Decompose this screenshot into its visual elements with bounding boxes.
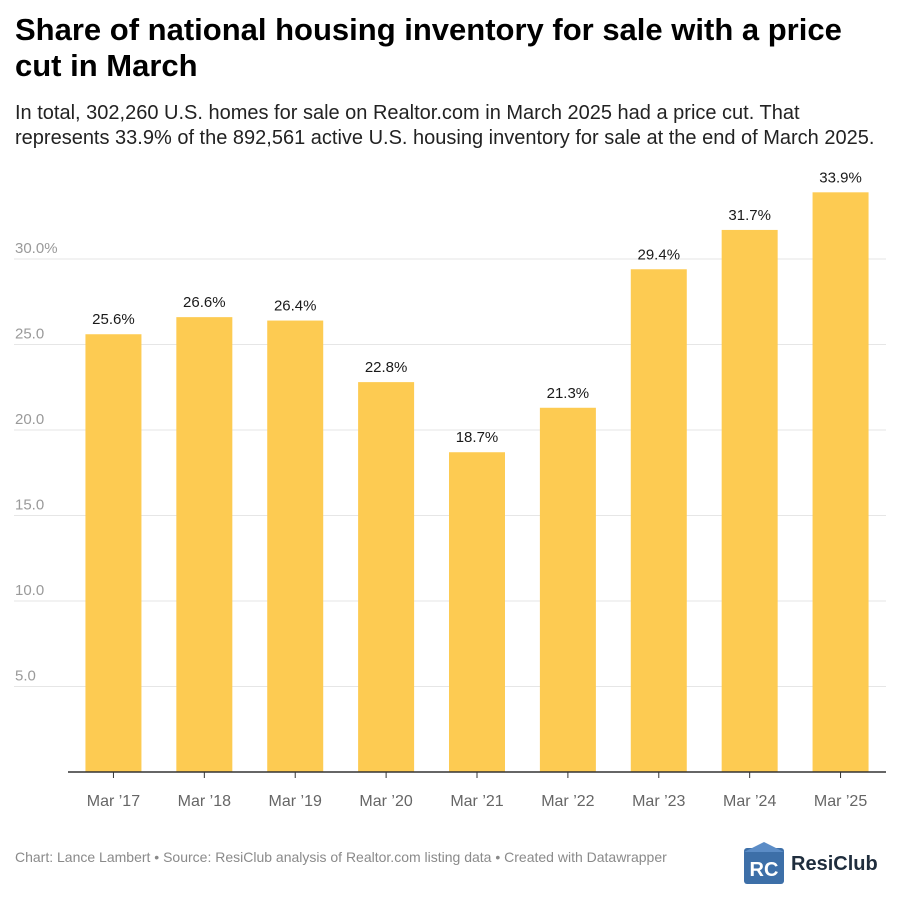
y-tick-label: 20.0 <box>15 411 44 428</box>
x-tick-label: Mar ’23 <box>632 793 685 810</box>
y-tick-label: 5.0 <box>15 668 36 685</box>
bar-value-label: 29.4% <box>638 246 681 263</box>
logo-mark-text: RC <box>750 859 779 881</box>
x-tick-label: Mar ’17 <box>87 793 140 810</box>
x-tick-label: Mar ’20 <box>359 793 412 810</box>
x-tick-label: Mar ’19 <box>269 793 322 810</box>
bar <box>630 269 687 772</box>
bar-value-label: 26.4% <box>274 298 317 315</box>
bars <box>85 192 869 772</box>
x-tick-label: Mar ’21 <box>450 793 503 810</box>
bar <box>358 382 415 772</box>
bar-value-label: 31.7% <box>728 207 771 224</box>
bar-value-label: 25.6% <box>92 311 135 328</box>
bar <box>721 229 778 772</box>
chart-title: Share of national housing inventory for … <box>15 12 842 83</box>
bar <box>812 192 869 772</box>
bar-value-label: 21.3% <box>547 385 590 402</box>
x-tick-label: Mar ’18 <box>178 793 231 810</box>
bar <box>85 334 142 772</box>
bar <box>539 407 596 772</box>
bar <box>449 452 505 772</box>
y-tick-label: 15.0 <box>15 497 44 514</box>
x-tick-label: Mar ’22 <box>541 793 594 810</box>
y-tick-label: 25.0 <box>15 326 44 343</box>
resiclub-logo: RC ResiClub <box>742 842 878 886</box>
y-tick-label: 10.0 <box>15 582 44 599</box>
logo-text: ResiClub <box>791 852 878 875</box>
bar-value-label: 22.8% <box>365 359 408 376</box>
bar <box>176 317 233 772</box>
bar-value-label: 18.7% <box>456 429 499 446</box>
chart-credits: Chart: Lance Lambert • Source: ResiClub … <box>15 849 667 865</box>
axes: Mar ’17 Mar ’18 Mar ’19 Mar ’20 Mar ’21 Mar ’… <box>68 771 886 810</box>
x-tick-label: Mar ’24 <box>723 793 776 810</box>
chart-subtitle: In total, 302,260 U.S. homes for sale on… <box>15 102 875 149</box>
y-tick-label: 30.0% <box>15 240 58 257</box>
bar <box>267 320 324 772</box>
value-labels: 25.6% 26.6% 26.4% 22.8% 18.7% 21.3% 29.4% 31.7%… <box>92 169 862 446</box>
x-tick-label: Mar ’25 <box>814 793 867 810</box>
resiclub-logo-icon: RC <box>744 842 784 884</box>
bar-value-label: 33.9% <box>819 169 862 186</box>
bar-value-label: 26.6% <box>183 294 226 311</box>
bar-chart: 5.0 10.0 15.0 20.0 25.0 30.0% 25.6% 26.6% 26.4%… <box>14 169 886 810</box>
